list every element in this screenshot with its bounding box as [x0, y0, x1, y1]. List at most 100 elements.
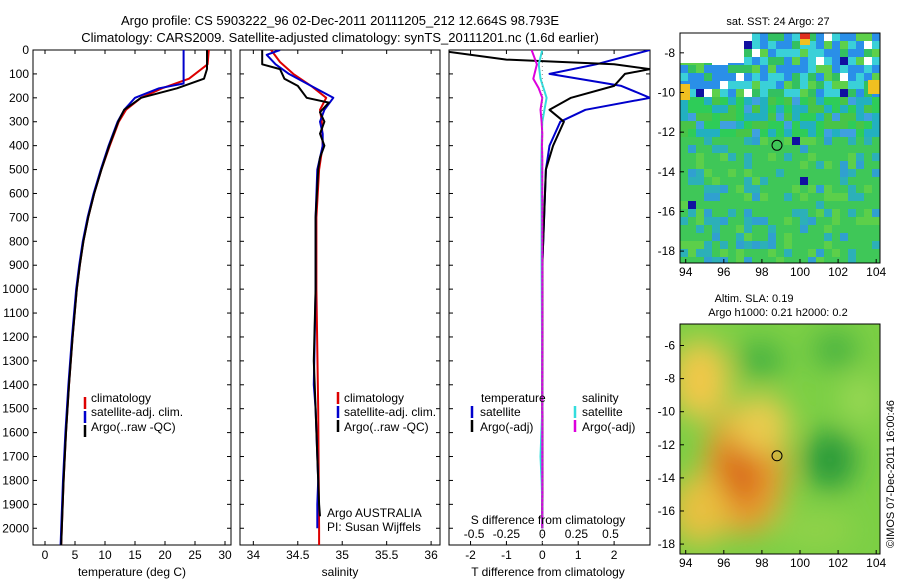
- temperature-series: [59, 50, 210, 545]
- sst-cell: [688, 217, 696, 225]
- y-tick-label: 800: [9, 234, 29, 248]
- sst-cell: [680, 217, 688, 225]
- sst-cell: [696, 257, 704, 263]
- sst-cell: [704, 177, 712, 185]
- sst-cell: [752, 153, 760, 161]
- temperature-x-axis: 0 5 10 15 20 25 30: [42, 50, 232, 562]
- salinity-tick-label: 0.25: [565, 527, 589, 541]
- sst-cell: [696, 153, 704, 161]
- sst-cell: [760, 233, 768, 241]
- sst-cell: [704, 105, 712, 113]
- sst-cell: [848, 169, 856, 177]
- sst-cell: [768, 201, 776, 209]
- sst-cell: [800, 201, 808, 209]
- sst-cell: [736, 185, 744, 193]
- salinity-tick-label: 0.5: [602, 527, 619, 541]
- sst-cell: [760, 89, 768, 97]
- sst-cell: [816, 65, 824, 73]
- sst-cell: [720, 81, 728, 89]
- sst-cell: [768, 89, 776, 97]
- sst-cell: [728, 257, 736, 263]
- sst-cell: [728, 233, 736, 241]
- sst-cell: [728, 113, 736, 121]
- sst-cell: [768, 257, 776, 263]
- y-tick-label: -8: [664, 46, 675, 60]
- sst-cell: [808, 129, 816, 137]
- sst-cell: [856, 65, 864, 73]
- sst-cell: [704, 185, 712, 193]
- sst-cell: [816, 121, 824, 129]
- y-tick-label: 1900: [2, 497, 29, 511]
- sst-cell: [792, 217, 800, 225]
- y-tick-label: 600: [9, 186, 29, 200]
- sst-cell: [736, 129, 744, 137]
- sst-cell: [712, 249, 720, 257]
- sst-cell: [720, 161, 728, 169]
- sst-cell: [680, 137, 688, 145]
- salinity-y-ticks: [240, 49, 440, 529]
- sst-cell: [848, 89, 856, 97]
- sst-cell: [808, 57, 816, 65]
- sst-cell: [808, 217, 816, 225]
- sst-cell: [768, 233, 776, 241]
- sst-cell: [744, 57, 752, 65]
- x-tick-label: 20: [158, 548, 172, 562]
- sst-cell: [712, 169, 720, 177]
- sst-cell: [800, 65, 808, 73]
- sst-cell: [744, 89, 752, 97]
- sst-cell: [736, 81, 744, 89]
- sst-cell: [688, 121, 696, 129]
- sst-cell: [808, 177, 816, 185]
- sst-cell: [704, 113, 712, 121]
- sst-cell: [688, 249, 696, 257]
- sst-cell: [680, 233, 688, 241]
- sst-cell: [720, 185, 728, 193]
- sst-cell: [760, 129, 768, 137]
- y-tick-label: 1800: [2, 473, 29, 487]
- legend-label-satellite: satellite-adj. clim.: [91, 405, 183, 419]
- sst-cell: [872, 177, 880, 185]
- sst-cell: [760, 65, 768, 73]
- y-tick-label: -12: [658, 125, 676, 139]
- sst-cell: [776, 33, 784, 41]
- sst-cell: [752, 185, 760, 193]
- sst-cell: [784, 233, 792, 241]
- sst-cell: [776, 225, 784, 233]
- x-tick-label: 5: [72, 548, 79, 562]
- sst-cell: [744, 153, 752, 161]
- series-line-argo-raw-qc-: [261, 50, 330, 517]
- sla-map-axes: 94 96 98 100 102 104 -6 -8 -10 -12 -14 -16 -18: [658, 339, 887, 570]
- sst-cell: [752, 169, 760, 177]
- sst-cell: [848, 105, 856, 113]
- sst-cell: [808, 113, 816, 121]
- sst-cell: [840, 169, 848, 177]
- sst-cell: [864, 129, 872, 137]
- sst-cell: [776, 89, 784, 97]
- sst-cell: [680, 249, 688, 257]
- sst-cell: [864, 33, 872, 41]
- sst-cell: [856, 209, 864, 217]
- difference-series: [449, 50, 650, 545]
- sst-cell: [688, 241, 696, 249]
- sst-cell: [800, 129, 808, 137]
- sst-cell: [864, 241, 872, 249]
- sst-cell: [728, 185, 736, 193]
- sst-cell: [696, 137, 704, 145]
- sst-cell: [808, 97, 816, 105]
- sst-cell: [720, 129, 728, 137]
- sst-cell: [728, 97, 736, 105]
- sst-cell: [768, 49, 776, 57]
- sst-cell: [768, 65, 776, 73]
- temperature-panel: 0100200300400500600700800900100011001200…: [2, 43, 232, 579]
- sst-cell: [744, 105, 752, 113]
- sst-cell: [744, 113, 752, 121]
- sst-cell: [760, 73, 768, 81]
- sst-cell: [776, 73, 784, 81]
- sst-map-cells: [680, 33, 880, 263]
- sst-cell: [744, 81, 752, 89]
- sst-cell: [872, 145, 880, 153]
- sst-cell: [800, 169, 808, 177]
- sst-cell: [784, 41, 792, 49]
- sst-cell: [808, 241, 816, 249]
